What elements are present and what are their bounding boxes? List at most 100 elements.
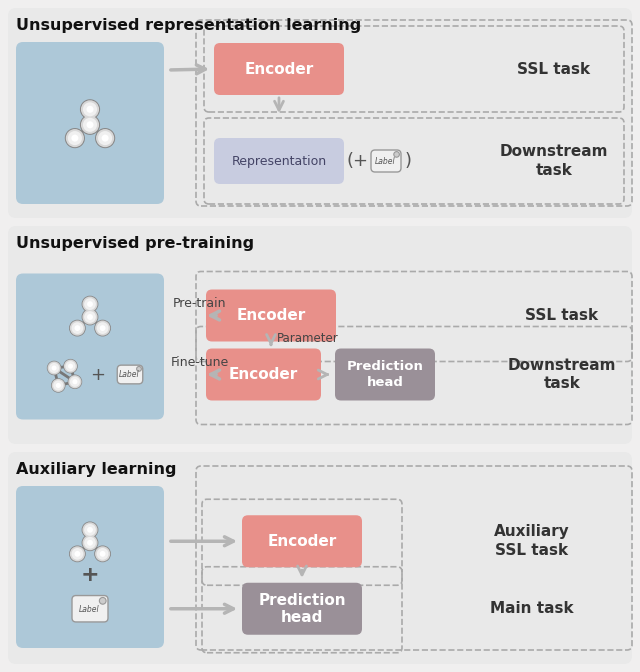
Circle shape <box>69 320 86 337</box>
Circle shape <box>97 322 108 334</box>
Circle shape <box>72 379 77 384</box>
Circle shape <box>87 301 93 307</box>
FancyBboxPatch shape <box>8 8 632 218</box>
Text: Parameter: Parameter <box>277 333 339 345</box>
Circle shape <box>100 325 106 331</box>
Circle shape <box>68 364 73 369</box>
FancyBboxPatch shape <box>72 595 108 622</box>
FancyBboxPatch shape <box>242 515 362 567</box>
Circle shape <box>71 134 79 142</box>
Circle shape <box>84 311 96 323</box>
Text: Unsupervised pre-training: Unsupervised pre-training <box>16 236 254 251</box>
Text: +: + <box>90 366 106 384</box>
Circle shape <box>394 152 399 157</box>
Circle shape <box>63 359 78 374</box>
FancyBboxPatch shape <box>206 290 336 341</box>
Circle shape <box>80 99 100 120</box>
Text: Unsupervised representation learning: Unsupervised representation learning <box>16 18 361 33</box>
Circle shape <box>81 116 99 134</box>
Text: Fine-tune: Fine-tune <box>171 356 229 369</box>
Text: ): ) <box>404 152 412 170</box>
Text: Encoder: Encoder <box>244 62 314 77</box>
Circle shape <box>47 362 61 374</box>
Circle shape <box>99 597 106 604</box>
Circle shape <box>84 537 96 548</box>
Circle shape <box>65 128 85 149</box>
Text: (+: (+ <box>347 152 369 170</box>
Circle shape <box>49 363 60 373</box>
FancyBboxPatch shape <box>16 274 164 358</box>
Circle shape <box>136 366 141 371</box>
Circle shape <box>83 102 97 116</box>
Circle shape <box>70 546 85 561</box>
Circle shape <box>70 377 80 387</box>
Circle shape <box>69 546 86 562</box>
Text: Prediction
head: Prediction head <box>258 593 346 625</box>
Circle shape <box>87 540 93 546</box>
FancyBboxPatch shape <box>206 349 321 401</box>
Circle shape <box>82 521 99 538</box>
Text: Representation: Representation <box>232 155 326 167</box>
Circle shape <box>87 314 93 320</box>
FancyBboxPatch shape <box>117 365 143 384</box>
Text: Prediction
head: Prediction head <box>347 360 424 388</box>
Text: Pre-train: Pre-train <box>173 297 227 310</box>
Circle shape <box>83 296 97 312</box>
Circle shape <box>47 361 61 375</box>
Circle shape <box>56 383 61 388</box>
Circle shape <box>100 551 106 557</box>
FancyBboxPatch shape <box>16 42 164 204</box>
FancyBboxPatch shape <box>371 150 401 172</box>
FancyBboxPatch shape <box>16 486 164 648</box>
FancyBboxPatch shape <box>214 138 344 184</box>
Circle shape <box>53 380 63 390</box>
Circle shape <box>84 524 96 536</box>
Circle shape <box>64 360 77 373</box>
FancyBboxPatch shape <box>214 43 344 95</box>
Circle shape <box>80 115 100 135</box>
Text: Label: Label <box>374 157 396 166</box>
Text: SSL task: SSL task <box>517 62 591 77</box>
Circle shape <box>81 100 99 118</box>
FancyBboxPatch shape <box>8 226 632 444</box>
FancyBboxPatch shape <box>8 452 632 664</box>
Circle shape <box>96 129 114 147</box>
FancyBboxPatch shape <box>16 329 164 419</box>
Circle shape <box>94 320 111 337</box>
Text: Label: Label <box>119 370 140 379</box>
Text: Label: Label <box>79 605 99 614</box>
FancyBboxPatch shape <box>242 583 362 635</box>
Circle shape <box>86 106 93 113</box>
Circle shape <box>87 527 93 533</box>
Circle shape <box>72 548 83 560</box>
Circle shape <box>95 321 110 335</box>
Circle shape <box>82 296 99 312</box>
Text: Main task: Main task <box>490 601 574 616</box>
Circle shape <box>94 546 111 562</box>
Circle shape <box>68 131 82 145</box>
Circle shape <box>98 131 112 145</box>
Circle shape <box>95 128 115 149</box>
Text: Downstream
task: Downstream task <box>508 358 616 391</box>
Circle shape <box>82 534 99 551</box>
Circle shape <box>66 129 84 147</box>
Circle shape <box>97 548 108 560</box>
Text: Downstream
task: Downstream task <box>500 144 608 178</box>
Circle shape <box>83 309 97 325</box>
Circle shape <box>95 546 110 561</box>
FancyBboxPatch shape <box>335 349 435 401</box>
Text: +: + <box>81 565 99 585</box>
Circle shape <box>72 322 83 334</box>
Circle shape <box>70 321 85 335</box>
Text: Encoder: Encoder <box>229 367 298 382</box>
Text: SSL task: SSL task <box>525 308 598 323</box>
Circle shape <box>83 522 97 538</box>
Circle shape <box>74 325 81 331</box>
Circle shape <box>51 378 65 392</box>
Circle shape <box>68 374 82 389</box>
Circle shape <box>74 551 81 557</box>
Circle shape <box>82 308 99 325</box>
Circle shape <box>86 121 93 128</box>
Text: Auxiliary learning: Auxiliary learning <box>16 462 177 477</box>
Circle shape <box>102 134 109 142</box>
